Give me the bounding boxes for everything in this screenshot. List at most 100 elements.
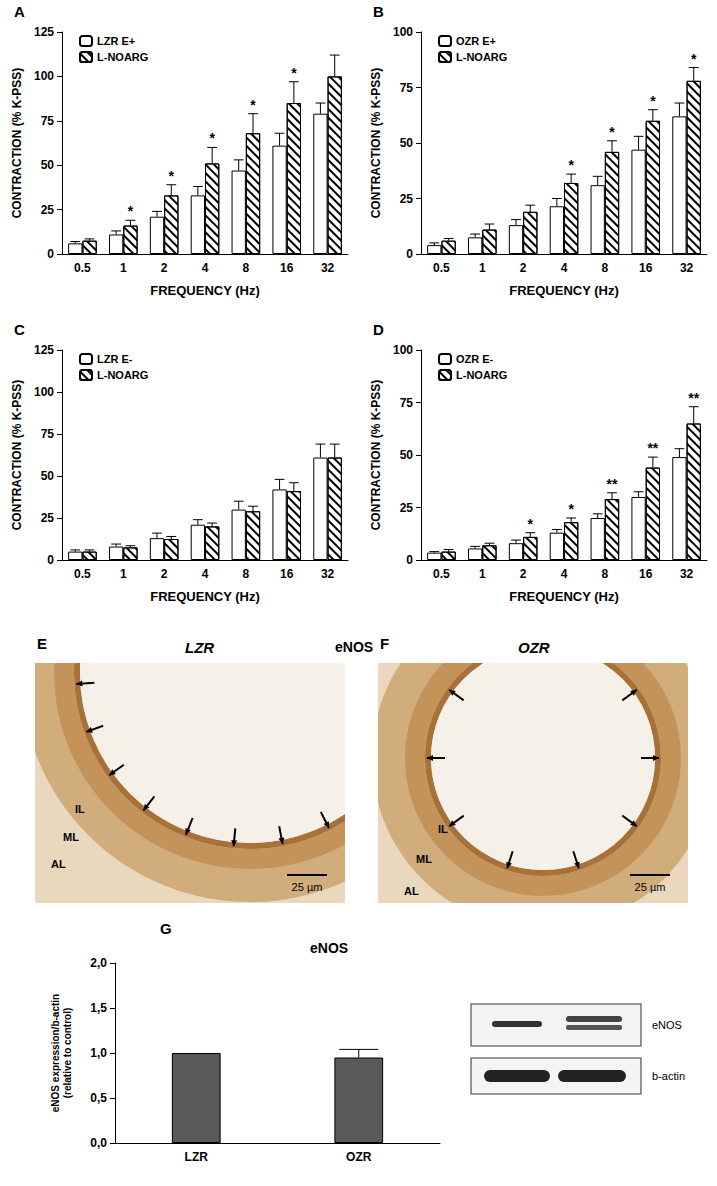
svg-text:C: C [14,321,25,338]
svg-text:0: 0 [406,247,413,261]
svg-text:25: 25 [41,511,55,525]
svg-text:LZR: LZR [185,1150,209,1164]
svg-text:50: 50 [400,448,414,462]
svg-text:L-NOARG: L-NOARG [456,51,507,63]
svg-text:25 µm: 25 µm [292,881,323,893]
svg-text:0.5: 0.5 [433,567,450,581]
svg-text:8: 8 [602,567,609,581]
svg-text:FREQUENCY (Hz): FREQUENCY (Hz) [150,589,260,604]
svg-text:75: 75 [41,114,55,128]
svg-text:4: 4 [561,567,568,581]
svg-text:16: 16 [639,567,653,581]
svg-text:*: * [568,501,574,517]
svg-text:16: 16 [280,567,294,581]
svg-text:25: 25 [400,192,414,206]
svg-text:8: 8 [243,567,250,581]
svg-text:100: 100 [34,69,54,83]
svg-text:*: * [128,203,134,219]
svg-text:0: 0 [406,553,413,567]
svg-text:eNOS: eNOS [310,940,348,956]
svg-text:50: 50 [41,158,55,172]
svg-text:25 µm: 25 µm [635,881,666,893]
svg-text:2: 2 [520,567,527,581]
svg-text:0.5: 0.5 [74,261,91,275]
svg-text:0: 0 [47,553,54,567]
svg-text:100: 100 [393,25,413,39]
svg-text:CONTRACTION (% K-PSS): CONTRACTION (% K-PSS) [10,68,24,219]
svg-text:2: 2 [161,567,168,581]
svg-text:(relative to control): (relative to control) [62,1008,73,1099]
svg-text:1,5: 1,5 [90,1001,107,1015]
svg-text:2: 2 [161,261,168,275]
svg-text:L-NOARG: L-NOARG [97,369,148,381]
svg-text:100: 100 [34,385,54,399]
svg-text:IL: IL [75,803,85,815]
svg-text:FREQUENCY (Hz): FREQUENCY (Hz) [509,589,619,604]
svg-text:L-NOARG: L-NOARG [97,51,148,63]
svg-text:b-actin: b-actin [652,1070,685,1082]
svg-text:LZR E-: LZR E- [97,353,133,365]
svg-text:OZR E-: OZR E- [456,353,494,365]
svg-text:125: 125 [34,25,54,39]
svg-text:*: * [568,157,574,173]
svg-text:1: 1 [479,261,486,275]
svg-text:G: G [160,920,172,937]
svg-text:AL: AL [51,858,66,870]
svg-text:eNOS expression/b-actin: eNOS expression/b-actin [50,994,61,1112]
svg-text:1: 1 [120,261,127,275]
svg-text:*: * [691,51,697,67]
svg-text:1,0: 1,0 [90,1046,107,1060]
svg-text:8: 8 [602,261,609,275]
svg-text:ML: ML [416,853,432,865]
svg-text:25: 25 [41,203,55,217]
svg-text:75: 75 [400,396,414,410]
svg-text:OZR: OZR [346,1150,372,1164]
svg-text:CONTRACTION (% K-PSS): CONTRACTION (% K-PSS) [369,380,383,531]
svg-text:FREQUENCY (Hz): FREQUENCY (Hz) [509,283,619,298]
svg-text:25: 25 [400,501,414,515]
svg-text:4: 4 [202,261,209,275]
svg-text:*: * [169,168,175,184]
svg-text:0,5: 0,5 [90,1091,107,1105]
svg-text:A: A [14,3,25,20]
svg-text:50: 50 [41,469,55,483]
svg-text:*: * [528,516,534,532]
svg-text:L-NOARG: L-NOARG [456,369,507,381]
svg-text:*: * [650,93,656,109]
svg-text:*: * [209,130,215,146]
svg-text:4: 4 [561,261,568,275]
svg-text:*: * [250,97,256,113]
svg-text:ML: ML [63,831,79,843]
svg-text:eNOS: eNOS [652,1019,682,1031]
svg-text:32: 32 [321,261,335,275]
svg-text:4: 4 [202,567,209,581]
svg-text:B: B [373,3,384,20]
svg-text:**: ** [647,440,658,456]
svg-text:D: D [373,321,384,338]
svg-text:32: 32 [680,261,694,275]
svg-text:32: 32 [321,567,335,581]
svg-text:AL: AL [404,885,419,897]
svg-text:0.5: 0.5 [433,261,450,275]
svg-text:2: 2 [520,261,527,275]
svg-text:2,0: 2,0 [90,956,107,970]
svg-text:**: ** [607,476,618,492]
svg-text:75: 75 [41,427,55,441]
svg-text:LZR E+: LZR E+ [97,35,135,47]
svg-text:FREQUENCY (Hz): FREQUENCY (Hz) [150,283,260,298]
svg-text:32: 32 [680,567,694,581]
svg-text:CONTRACTION (% K-PSS): CONTRACTION (% K-PSS) [10,380,24,531]
svg-text:*: * [609,124,615,140]
svg-text:*: * [291,65,297,81]
svg-text:50: 50 [400,136,414,150]
svg-text:16: 16 [639,261,653,275]
svg-text:0.5: 0.5 [74,567,91,581]
svg-text:0,0: 0,0 [90,1136,107,1150]
svg-text:16: 16 [280,261,294,275]
svg-text:75: 75 [400,81,414,95]
svg-text:125: 125 [34,343,54,357]
svg-text:OZR E+: OZR E+ [456,35,496,47]
svg-text:IL: IL [438,823,448,835]
svg-text:8: 8 [243,261,250,275]
svg-text:CONTRACTION (% K-PSS): CONTRACTION (% K-PSS) [369,68,383,219]
